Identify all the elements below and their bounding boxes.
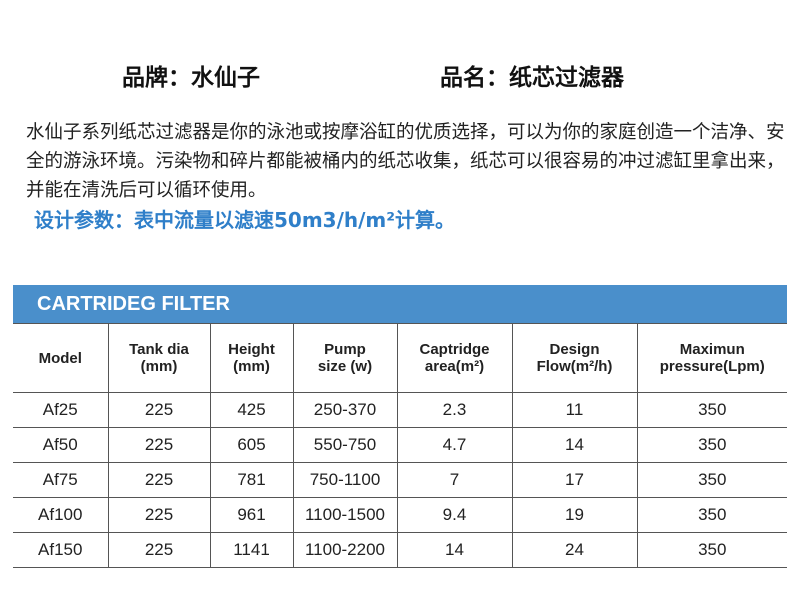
table-cell: 4.7 (396, 427, 513, 463)
table-cell: 225 (107, 532, 211, 568)
table-cell: 550-750 (292, 427, 398, 463)
table-cell: 350 (636, 497, 787, 533)
table-cell: Af100 (13, 497, 109, 533)
design-parameter: 设计参数：表中流量以滤速50m3/h/m²计算。 (34, 208, 456, 232)
column-header: Tank dia (mm) (107, 323, 211, 393)
table-cell: 350 (636, 532, 787, 568)
header-line: area(m²) (424, 358, 485, 375)
header-line: Flow(m²/h) (536, 358, 613, 375)
table-row: Af75 225 781 750-1100 7 17 350 (13, 462, 787, 498)
table-title: CARTRIDEG FILTER (13, 285, 787, 323)
table-cell: 781 (209, 462, 294, 498)
table-cell: 1100-2200 (292, 532, 398, 568)
table-cell: 350 (636, 462, 787, 498)
table-cell: Af150 (13, 532, 109, 568)
table-cell: 750-1100 (292, 462, 398, 498)
table-row: Af25 225 425 250-370 2.3 11 350 (13, 392, 787, 428)
product-name: 品名：纸芯过滤器 (440, 65, 624, 91)
table-cell: 225 (107, 497, 211, 533)
table-cell: 24 (511, 532, 638, 568)
table-cell: 1100-1500 (292, 497, 398, 533)
table-cell: 19 (511, 497, 638, 533)
table-row: Af100 225 961 1100-1500 9.4 19 350 (13, 497, 787, 533)
table-cell: Af50 (13, 427, 109, 463)
table-cell: 17 (511, 462, 638, 498)
column-header: Height (mm) (209, 323, 294, 393)
table-cell: Af25 (13, 392, 109, 428)
table-cell: 225 (107, 392, 211, 428)
header-line: size (w) (317, 358, 373, 375)
table-cell: 2.3 (396, 392, 513, 428)
brand-label: 品牌：水仙子 (122, 65, 260, 91)
table-cell: 961 (209, 497, 294, 533)
header-line: (mm) (233, 358, 270, 375)
column-header: Design Flow(m²/h) (511, 323, 638, 393)
column-header: Pump size (w) (292, 323, 398, 393)
header-line: pressure(Lpm) (659, 358, 765, 375)
column-header: Maximun pressure(Lpm) (636, 323, 787, 393)
header-line: Maximun (679, 341, 745, 358)
table-cell: 350 (636, 427, 787, 463)
header-line: Design (549, 341, 600, 358)
table-cell: 425 (209, 392, 294, 428)
table-cell: 14 (511, 427, 638, 463)
table-cell: 11 (511, 392, 638, 428)
header-line: Captridge (419, 341, 490, 358)
table-cell: 350 (636, 392, 787, 428)
column-header: Model (13, 323, 109, 393)
table-cell: Af75 (13, 462, 109, 498)
table-cell: 605 (209, 427, 294, 463)
table-cell: 1141 (209, 532, 294, 568)
description: 水仙子系列纸芯过滤器是你的泳池或按摩浴缸的优质选择，可以为你的家庭创造一个洁净、… (26, 122, 785, 201)
header-line: (mm) (140, 358, 178, 375)
header-line: Height (228, 341, 275, 358)
table-cell: 225 (107, 427, 211, 463)
table-cell: 7 (396, 462, 513, 498)
table-cell: 14 (396, 532, 513, 568)
table-cell: 225 (107, 462, 211, 498)
table-cell: 250-370 (292, 392, 398, 428)
table-row: Af150 225 1141 1100-2200 14 24 350 (13, 532, 787, 568)
table-row: Af50 225 605 550-750 4.7 14 350 (13, 427, 787, 463)
spec-table: Model Tank dia (mm) Height (mm) Pump size (w) C… (13, 323, 787, 568)
table-cell: 9.4 (396, 497, 513, 533)
header-line: Pump (324, 341, 366, 358)
header-line: Tank dia (129, 341, 189, 358)
header-line: Model (38, 349, 82, 367)
column-header: Captridge area(m²) (396, 323, 513, 393)
